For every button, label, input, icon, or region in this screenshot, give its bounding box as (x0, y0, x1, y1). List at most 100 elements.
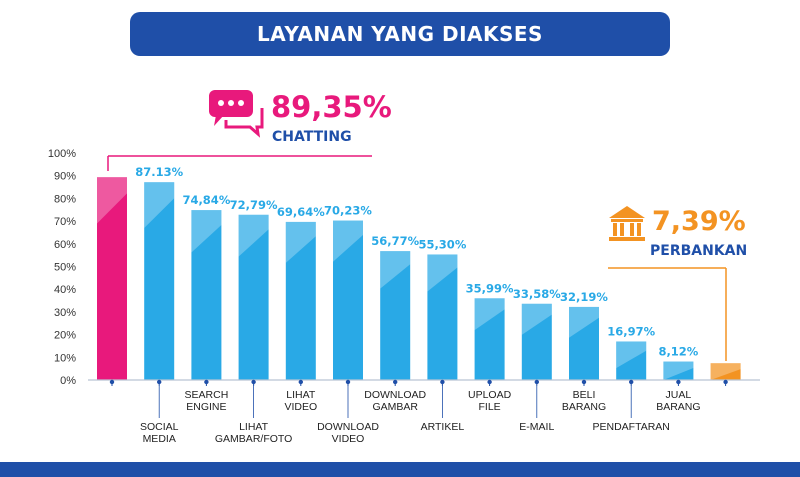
bar-highlight (380, 251, 411, 289)
y-tick-label: 90% (54, 171, 76, 183)
x-category-label: UPLOAD (468, 389, 512, 401)
x-category-label: LIHAT (286, 389, 316, 401)
data-label: 55,30% (418, 237, 466, 251)
x-tick-dot (157, 379, 162, 385)
x-tick-dot (723, 379, 728, 385)
y-tick-label: 100% (48, 148, 76, 160)
data-label: 69,64% (277, 205, 325, 219)
y-tick-label: 20% (54, 330, 76, 342)
x-category-label: PENDAFTARAN (592, 421, 669, 433)
y-tick-label: 50% (54, 262, 76, 274)
chatting-callout: 89,35% CHATTING (107, 90, 392, 171)
data-label: 8,12% (658, 345, 698, 359)
x-tick-dot (487, 379, 492, 385)
x-tick-dot (581, 379, 587, 385)
x-tick-dot (440, 379, 445, 385)
bar (333, 220, 363, 380)
bar-highlight (663, 361, 694, 380)
data-label: 35,99% (466, 281, 514, 295)
x-axis: SOCIALMEDIASEARCHENGINELIHATGAMBAR/FOTOL… (88, 379, 760, 445)
x-tick-dot (204, 379, 209, 385)
bar (238, 214, 269, 380)
bank-icon (609, 206, 645, 241)
perbankan-label: PERBANKAN (650, 243, 747, 259)
bar (474, 298, 505, 380)
bar (285, 221, 316, 380)
bar-highlight (191, 210, 222, 253)
data-label: 16,97% (607, 324, 655, 338)
y-tick-label: 10% (54, 352, 76, 364)
footer-bar (0, 462, 800, 477)
x-category-label: LIHAT (239, 421, 269, 433)
x-category-label: E-MAIL (519, 421, 554, 433)
x-category-label: FILE (479, 401, 501, 413)
bar (144, 182, 175, 380)
bar (97, 177, 127, 380)
x-category-label: JUAL (666, 389, 692, 401)
chatting-value: 89,35% (271, 90, 392, 124)
x-tick-dot (109, 379, 115, 385)
y-tick-label: 80% (54, 193, 76, 205)
x-category-label: SEARCH (185, 389, 229, 401)
bars: 87.13% 74,84% 72,79%69,64% 70,23% 56,77% 55,3… (97, 165, 741, 380)
x-category-label: DOWNLOAD (364, 389, 426, 401)
x-tick-dot (629, 379, 634, 385)
y-tick-label: 30% (54, 307, 76, 319)
y-tick-label: 40% (54, 284, 76, 296)
title-banner: LAYANAN YANG DIAKSES (130, 12, 670, 56)
bar-highlight (238, 214, 269, 257)
data-label: 87.13% (135, 165, 183, 179)
data-label: 56,77% (371, 234, 419, 248)
x-tick-dot (393, 379, 398, 385)
x-tick-dot (298, 379, 303, 385)
bar-highlight (521, 303, 552, 335)
x-category-label: GAMBAR (372, 401, 418, 413)
bar (569, 306, 599, 380)
perbankan-value: 7,39% (652, 206, 746, 237)
x-category-label: BARANG (656, 401, 700, 413)
bar (521, 303, 552, 380)
data-label: 72,79% (230, 198, 278, 212)
bar-highlight (474, 298, 505, 331)
y-axis: 0% 10% 20% 30% 40% 50% 60% 70% 80% 90% 100% (48, 148, 76, 387)
bar-highlight (333, 220, 363, 262)
x-category-label: DOWNLOAD (317, 421, 379, 433)
chat-bubbles-icon (209, 90, 264, 138)
page-title: LAYANAN YANG DIAKSES (257, 22, 543, 46)
x-category-label: BELI (573, 389, 596, 401)
x-tick-dot (676, 379, 681, 385)
x-category-label: ENGINE (186, 401, 226, 413)
x-category-label: BARANG (562, 401, 606, 413)
x-category-label: ARTIKEL (421, 421, 465, 433)
x-category-label: GAMBAR/FOTO (215, 433, 292, 445)
chatting-label: CHATTING (272, 129, 352, 145)
bar-highlight (97, 177, 127, 224)
bar-highlight (285, 221, 316, 263)
bar (427, 254, 458, 380)
x-tick-dot (534, 379, 539, 385)
x-tick-dot (251, 379, 256, 385)
x-category-label: VIDEO (332, 433, 365, 445)
bar-highlight (710, 363, 741, 380)
bar (663, 361, 694, 380)
bar (380, 251, 411, 380)
x-category-label: VIDEO (284, 401, 317, 413)
y-tick-label: 0% (60, 375, 76, 387)
y-tick-label: 60% (54, 239, 76, 251)
data-label: 32,19% (560, 290, 608, 304)
x-tick-dot (345, 379, 351, 385)
data-label: 33,58% (513, 287, 561, 301)
bar-highlight (144, 182, 175, 228)
bar (191, 210, 222, 380)
bar (710, 363, 741, 380)
bar-highlight (427, 254, 458, 292)
bar-highlight (616, 341, 647, 369)
perbankan-callout: 7,39% PERBANKAN (608, 206, 747, 361)
bar (616, 341, 647, 380)
x-category-label: MEDIA (143, 433, 176, 445)
y-tick-label: 70% (54, 216, 76, 228)
bar-highlight (569, 306, 599, 338)
x-category-label: SOCIAL (140, 421, 179, 433)
